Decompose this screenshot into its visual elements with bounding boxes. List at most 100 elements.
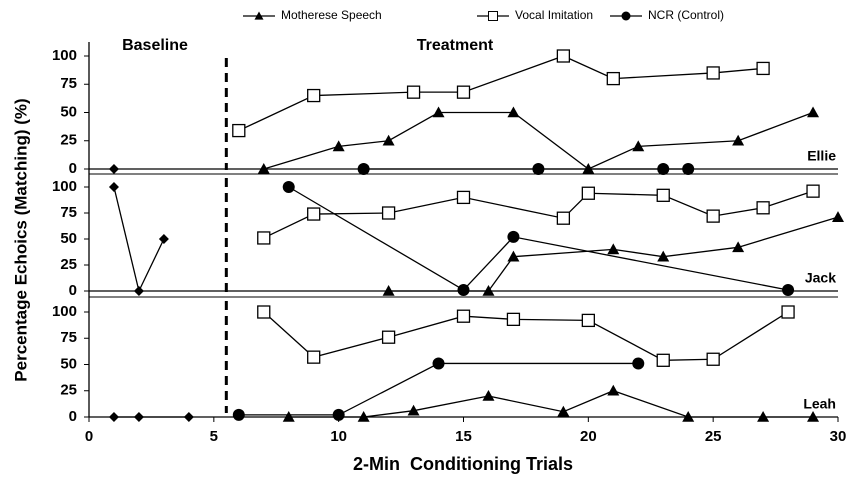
diamond-marker — [108, 412, 119, 422]
x-tick-label: 5 — [210, 428, 218, 445]
legend-label: NCR (Control) — [648, 8, 724, 22]
panel-label: Jack — [805, 270, 836, 286]
square-marker — [706, 209, 720, 223]
triangle-marker — [382, 134, 395, 146]
triangle-marker — [257, 163, 270, 174]
x-tick-label: 30 — [830, 428, 847, 445]
square-marker — [606, 71, 620, 86]
square-marker — [232, 123, 246, 138]
triangle-marker — [282, 411, 295, 422]
triangle-marker — [482, 390, 495, 401]
triangle-marker — [557, 405, 570, 417]
circle-marker — [682, 163, 695, 175]
diamond-marker — [133, 286, 144, 296]
circle-marker — [232, 408, 245, 421]
square-marker — [556, 211, 571, 225]
phase-label: Baseline — [122, 37, 188, 54]
x-tick-label: 20 — [580, 428, 597, 445]
diamond-marker — [158, 234, 169, 244]
square-marker — [456, 309, 471, 323]
square-marker — [806, 184, 820, 198]
circle-marker — [432, 357, 445, 370]
triangle-marker — [807, 106, 820, 118]
x-tick-label: 0 — [85, 428, 93, 445]
series-line — [263, 190, 814, 239]
triangle-marker — [657, 250, 670, 262]
circle-marker — [621, 11, 631, 21]
triangle-marker — [507, 106, 520, 118]
circle-marker — [457, 283, 470, 296]
triangle-marker — [482, 285, 495, 296]
triangle-marker — [732, 134, 745, 146]
x-axis-label: 2-Min Conditioning Trials — [353, 454, 573, 474]
x-tick-label: 10 — [330, 428, 347, 445]
circle-marker — [357, 163, 370, 175]
y-tick-label: 75 — [60, 204, 77, 221]
square-marker — [381, 330, 396, 344]
diamond-marker — [108, 182, 119, 192]
legend-label: Vocal Imitation — [515, 8, 593, 22]
y-tick-label: 50 — [60, 230, 77, 247]
y-tick-label: 0 — [69, 282, 77, 299]
circle-marker — [657, 163, 670, 175]
y-tick-label: 0 — [69, 160, 77, 177]
square-marker — [581, 313, 595, 328]
phase-label: Treatment — [417, 37, 494, 54]
square-marker — [781, 305, 795, 319]
series-line — [288, 390, 814, 418]
series-line — [238, 362, 639, 416]
y-tick-label: 25 — [60, 256, 77, 273]
triangle-marker — [757, 411, 770, 422]
series-line — [263, 111, 814, 170]
y-axis-label: Percentage Echoics (Matching) (%) — [11, 98, 30, 381]
triangle-marker — [607, 384, 620, 396]
square-marker — [307, 350, 321, 364]
triangle-marker — [254, 11, 264, 20]
series-line — [238, 55, 764, 132]
series-line — [113, 186, 165, 293]
diamond-marker — [183, 412, 194, 422]
triangle-marker — [507, 250, 520, 262]
square-marker — [656, 353, 670, 367]
square-marker — [406, 85, 421, 99]
panel-label: Leah — [803, 396, 836, 412]
triangle-marker — [357, 411, 370, 422]
square-marker — [756, 61, 770, 76]
triangle-marker — [407, 404, 420, 416]
triangle-marker — [607, 243, 620, 255]
square-marker — [456, 85, 471, 99]
triangle-marker — [432, 106, 445, 118]
y-tick-label: 0 — [69, 408, 77, 425]
circle-marker — [532, 163, 545, 175]
circle-marker — [782, 283, 795, 296]
square-marker — [307, 88, 321, 103]
square-marker — [307, 207, 321, 221]
y-tick-label: 100 — [52, 303, 77, 320]
y-tick-label: 25 — [60, 382, 77, 399]
y-tick-label: 50 — [60, 103, 77, 120]
circle-marker — [332, 408, 345, 421]
diamond-marker — [108, 164, 119, 174]
y-tick-label: 75 — [60, 329, 77, 346]
y-tick-label: 75 — [60, 75, 77, 92]
x-tick-label: 25 — [705, 428, 722, 445]
square-marker — [257, 231, 271, 245]
square-marker — [706, 352, 720, 366]
circle-marker — [282, 181, 295, 193]
square-marker — [656, 188, 670, 202]
panel-label: Ellie — [807, 148, 836, 164]
square-marker — [456, 190, 471, 205]
triangle-marker — [682, 411, 695, 422]
diamond-marker — [133, 412, 144, 422]
square-marker — [257, 305, 271, 319]
circle-marker — [507, 230, 520, 243]
triangle-marker — [807, 411, 820, 422]
triangle-marker — [332, 140, 345, 152]
square-marker — [488, 11, 498, 21]
y-tick-label: 100 — [52, 47, 77, 64]
series-line — [288, 186, 789, 291]
square-marker — [706, 66, 720, 80]
legend-label: Motherese Speech — [281, 8, 382, 22]
